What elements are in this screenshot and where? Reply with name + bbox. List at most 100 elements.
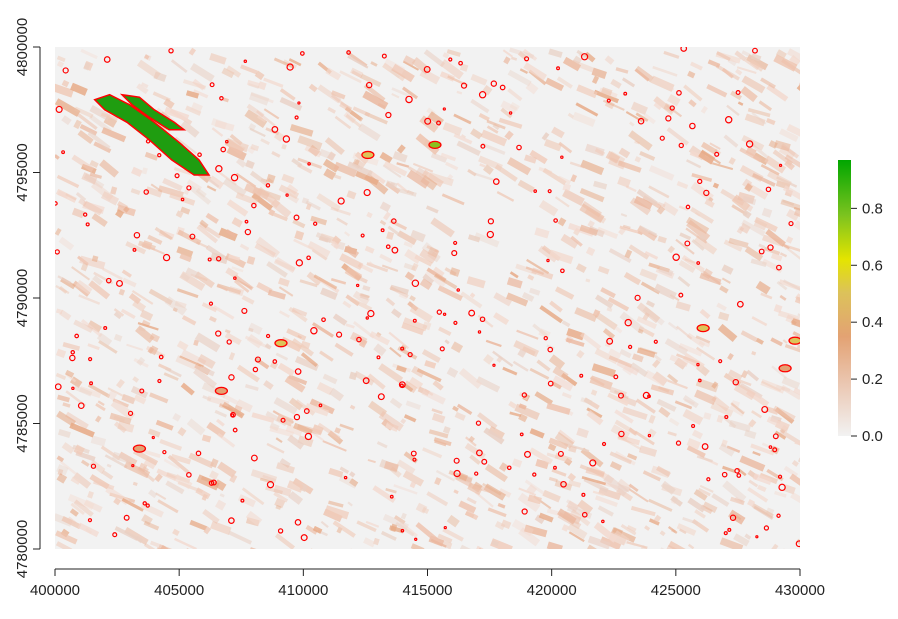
field-parcel — [445, 161, 459, 171]
field-parcel — [536, 359, 551, 372]
boundary-speck — [776, 513, 781, 518]
field-parcel — [430, 538, 447, 548]
field-parcel — [517, 51, 528, 61]
field-parcel — [112, 451, 131, 464]
field-parcel — [781, 376, 800, 390]
boundary-speck — [601, 519, 605, 524]
field-parcel — [691, 429, 704, 440]
hotspot-patch — [274, 339, 288, 348]
field-parcel — [330, 240, 340, 250]
field-parcel — [421, 388, 446, 405]
field-parcel — [385, 297, 396, 307]
field-parcel — [635, 398, 656, 414]
field-parcel — [583, 477, 609, 493]
field-parcel — [682, 516, 699, 525]
field-parcel — [90, 435, 107, 447]
field-parcel — [92, 275, 104, 286]
field-parcel — [640, 545, 648, 549]
field-parcel — [608, 157, 626, 170]
field-parcel — [347, 55, 369, 69]
field-parcel — [113, 311, 122, 320]
field-parcel — [706, 84, 728, 98]
boundary-speck — [714, 151, 720, 157]
field-parcel — [155, 492, 167, 500]
field-parcel — [745, 146, 757, 157]
field-parcel — [80, 319, 103, 338]
field-parcel — [751, 111, 767, 125]
boundary-speck — [123, 514, 130, 521]
field-parcel — [734, 496, 745, 505]
field-parcel — [367, 169, 386, 185]
field-parcel — [757, 484, 767, 492]
field-parcel — [334, 115, 352, 130]
field-parcel — [552, 375, 574, 392]
boundary-speck — [407, 351, 413, 358]
field-parcel — [133, 449, 159, 466]
field-parcel — [362, 90, 389, 110]
field-parcel — [568, 479, 582, 488]
boundary-speck — [265, 333, 271, 339]
field-parcel — [409, 295, 416, 302]
field-parcel — [572, 55, 582, 65]
boundary-speck — [380, 228, 385, 233]
field-parcel — [154, 473, 163, 483]
field-parcel — [165, 480, 185, 495]
field-parcel — [279, 96, 303, 112]
field-parcel — [279, 88, 296, 101]
field-parcel — [711, 493, 730, 507]
boundary-speck — [453, 320, 458, 325]
field-parcel — [458, 472, 469, 482]
boundary-speck — [696, 362, 700, 367]
field-parcel — [723, 134, 739, 148]
boundary-speck — [727, 527, 732, 532]
field-parcel — [585, 278, 591, 283]
boundary-speck — [523, 56, 530, 62]
field-parcel — [450, 341, 464, 353]
field-parcel — [363, 537, 376, 548]
boundary-speck — [506, 465, 512, 471]
boundary-speck — [90, 463, 97, 469]
field-parcel — [255, 236, 281, 258]
field-parcel — [71, 266, 91, 281]
boundary-speck — [312, 221, 318, 226]
field-parcel — [299, 279, 318, 288]
field-parcel — [236, 364, 260, 383]
field-parcel — [696, 455, 713, 463]
field-parcel — [117, 421, 135, 433]
boundary-speck — [82, 212, 88, 217]
field-parcel — [148, 345, 159, 356]
field-parcel — [572, 111, 596, 127]
field-parcel — [566, 328, 585, 341]
field-parcel — [684, 398, 695, 406]
field-parcel — [554, 479, 573, 491]
boundary-speck — [777, 474, 783, 479]
field-parcel — [246, 333, 264, 349]
field-parcel — [542, 167, 567, 186]
boundary-speck — [763, 525, 770, 531]
field-parcel — [617, 435, 625, 441]
field-parcel — [408, 376, 424, 390]
legend-tick-label: 0.8 — [862, 200, 883, 217]
field-parcel — [241, 487, 265, 506]
boundary-speck — [436, 309, 443, 315]
field-parcel — [57, 275, 71, 284]
field-parcel — [104, 454, 128, 469]
field-parcel — [639, 347, 658, 355]
field-parcel — [80, 459, 90, 467]
field-parcel — [235, 192, 259, 206]
field-parcel — [652, 371, 669, 387]
field-parcel — [228, 530, 252, 545]
field-parcel — [273, 57, 294, 69]
field-parcel — [346, 51, 368, 68]
boundary-speck — [228, 374, 235, 381]
field-parcel — [106, 194, 116, 200]
field-parcel — [182, 79, 207, 90]
field-parcel — [91, 213, 108, 227]
field-parcel — [164, 296, 188, 316]
boundary-speck — [355, 283, 360, 288]
field-parcel — [172, 307, 178, 313]
field-parcel — [83, 173, 105, 189]
field-parcel — [456, 90, 463, 95]
field-parcel — [619, 225, 643, 235]
boundary-speck — [556, 66, 561, 71]
